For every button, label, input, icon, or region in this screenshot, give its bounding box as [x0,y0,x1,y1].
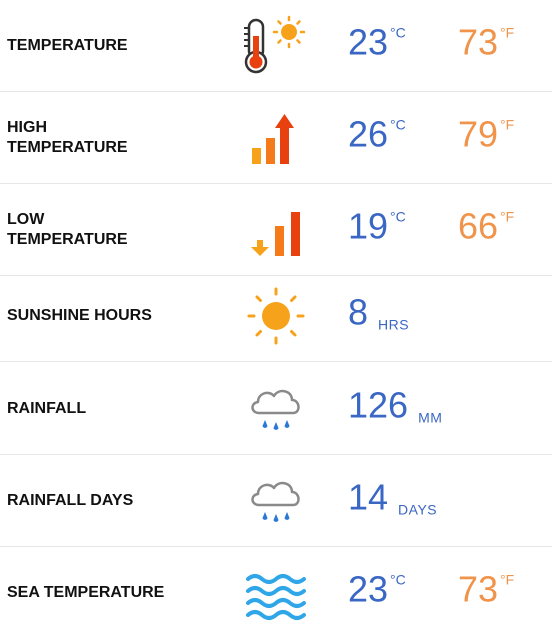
celsius-value: 23 °C [348,568,406,610]
celsius-value: 19 °C [348,205,406,246]
row-low-temperature: LOW TEMPERATURE 19 °C 66 °F [0,184,552,276]
fahrenheit-value: 79 °F [458,113,515,154]
sun-icon [241,284,311,348]
row-sea-temperature: SEA TEMPERATURE 23 °C 73 °F [0,547,552,639]
row-label: RAINFALL [7,399,87,417]
high-temperature-bars-icon [241,106,311,170]
row-rainfall: RAINFALL 126 MM [0,363,552,455]
sea-waves-icon [241,561,311,625]
sunshine-value: 8 HRS [348,291,410,333]
rainfall-days-value: 14 DAYS [348,476,438,518]
row-label: RAINFALL DAYS [7,491,134,509]
row-high-temperature: HIGH TEMPERATURE 26 °C 79 °F [0,92,552,184]
row-label: SEA TEMPERATURE [7,584,165,601]
thermometer-sun-icon [241,14,311,78]
climate-table: TEMPERATURE 23 °C 73 °F [0,0,552,620]
row-sunshine-hours: SUNSHINE HOURS 8 HRS [0,270,552,362]
fahrenheit-value: 73 °F [458,21,515,62]
rain-cloud-icon [241,469,311,533]
low-temperature-bars-icon [241,198,311,262]
rainfall-value: 126 MM [348,384,443,426]
row-temperature: TEMPERATURE 23 °C 73 °F [0,0,552,92]
row-label: SUNSHINE HOURS [7,306,152,324]
row-label: HIGH TEMPERATURE [7,118,128,156]
rain-cloud-icon [241,377,311,441]
celsius-value: 23 °C [348,21,406,62]
row-rainfall-days: RAINFALL DAYS 14 DAYS [0,455,552,547]
celsius-value: 26 °C [348,113,406,154]
row-label: TEMPERATURE [7,36,128,54]
fahrenheit-value: 66 °F [458,205,515,246]
fahrenheit-value: 73 °F [458,568,515,610]
row-label: LOW TEMPERATURE [7,210,128,248]
